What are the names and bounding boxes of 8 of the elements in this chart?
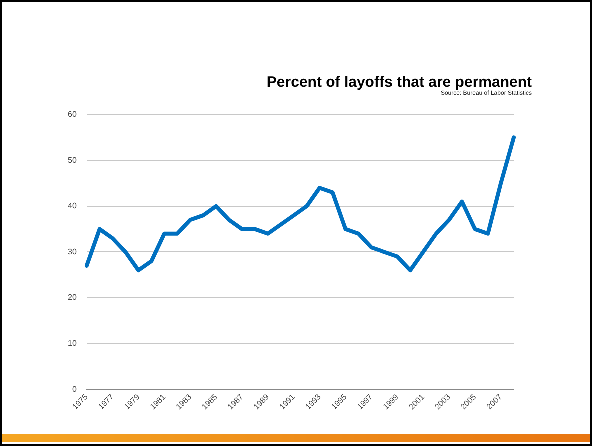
y-tick-label: 10 — [68, 339, 78, 348]
y-tick-label: 50 — [68, 156, 78, 165]
y-tick-label: 60 — [68, 110, 78, 120]
chart-title: Percent of layoffs that are permanent — [266, 74, 532, 91]
y-tick-label: 0 — [72, 384, 78, 394]
y-tick-label: 30 — [68, 247, 78, 256]
y-tick-label: 40 — [68, 202, 78, 211]
y-tick-label: 20 — [68, 293, 78, 302]
